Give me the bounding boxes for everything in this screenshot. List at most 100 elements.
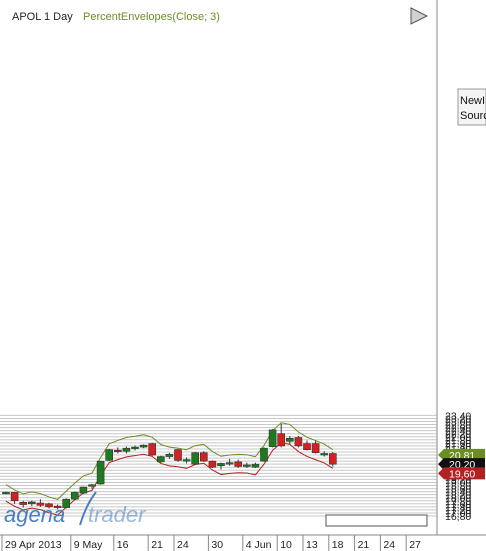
candle [217, 462, 225, 470]
candle [311, 440, 320, 454]
news-tooltip[interactable]: NewI Sourc [457, 88, 486, 126]
time-tick-label: 10 [280, 539, 292, 551]
time-tick-label: 9 May [74, 539, 103, 551]
candle [234, 459, 242, 468]
candle [320, 451, 329, 457]
price-tick-label: 18,80 [445, 481, 471, 493]
candle-body [328, 453, 337, 465]
candle [208, 460, 217, 468]
candle-body [157, 456, 165, 463]
candle [88, 483, 96, 489]
price-tick-label: 18,20 [445, 490, 471, 502]
price-marker-tag [438, 458, 485, 471]
candle-body [36, 502, 45, 506]
price-tick-label: 22,20 [445, 429, 471, 441]
tooltip-line-1: NewI [460, 95, 485, 107]
tooltip-line-2: Sourc [460, 110, 486, 122]
candle [182, 457, 191, 464]
candle [96, 460, 105, 485]
candle [79, 486, 88, 494]
candle [157, 455, 165, 463]
price-tick-label: 17,80 [445, 496, 471, 508]
candle-body [27, 501, 36, 505]
price-tick-label: 22,80 [445, 420, 471, 432]
candle-body [320, 453, 329, 456]
candle [27, 500, 36, 507]
candle-body [88, 484, 96, 487]
candle [105, 448, 113, 462]
price-tick-label: 18,00 [445, 493, 471, 505]
play-arrow-icon [410, 7, 429, 25]
candle-body [53, 505, 62, 508]
candle-body [122, 447, 131, 452]
candle-body [277, 433, 286, 447]
time-tick-label: 29 Apr 2013 [5, 539, 62, 551]
price-tick-label: 22,00 [445, 432, 471, 444]
candle-body [268, 429, 277, 447]
candle-body [208, 460, 217, 468]
candle [19, 500, 28, 508]
price-marker: 19,60 [438, 467, 485, 480]
candle-body [114, 449, 122, 452]
candle [251, 462, 260, 468]
price-tick-label: 17,40 [445, 502, 471, 514]
logo-swoosh-icon [79, 491, 97, 526]
candle [36, 499, 45, 507]
price-tick-label: 22,60 [445, 423, 471, 435]
price-tick-label: 23,00 [445, 417, 471, 429]
candle-body [303, 443, 311, 451]
candle [131, 445, 139, 451]
candle-body [251, 463, 260, 468]
candle [260, 447, 268, 462]
candle [285, 435, 294, 445]
candle [2, 491, 10, 495]
candle-body [19, 501, 28, 505]
upper-envelope-line [5, 422, 334, 500]
panel-toggle-button[interactable] [408, 5, 430, 27]
candle-body [174, 449, 182, 461]
candle [10, 491, 19, 504]
candle [200, 451, 208, 462]
agena-trader-logo: agena trader [4, 491, 147, 527]
time-tick-label: 21 [358, 539, 370, 551]
time-tick-label: 30 [211, 539, 223, 551]
price-tick-label: 16,80 [445, 511, 471, 523]
candle-body [285, 437, 294, 442]
logo-agena: agena [4, 502, 65, 527]
candle-body [260, 447, 268, 462]
status-box[interactable] [325, 514, 428, 527]
candle [243, 462, 251, 468]
candle-body [311, 443, 320, 454]
price-tick-label: 23,20 [445, 413, 471, 425]
price-marker-tag [438, 467, 485, 480]
price-tick-label: 21,80 [445, 435, 471, 447]
time-tick-label: 21 [151, 539, 163, 551]
candle-body [217, 463, 225, 467]
candle-body [62, 498, 71, 508]
symbol-label: APOL 1 Day [12, 11, 73, 23]
candle-body [105, 449, 113, 461]
candle [174, 448, 182, 462]
logo-trader: trader [88, 502, 147, 527]
candle [328, 451, 337, 467]
candle [268, 429, 277, 448]
price-marker-tag [438, 448, 485, 461]
candle [139, 444, 148, 449]
price-tick-label: 21,60 [445, 438, 471, 450]
candle [122, 446, 131, 454]
candle [45, 502, 53, 509]
candle [71, 491, 79, 500]
candlesticks [2, 423, 337, 510]
candle-body [71, 492, 79, 500]
candle-body [148, 443, 156, 456]
price-tick-label: 18,40 [445, 487, 471, 499]
candle-body [45, 503, 53, 508]
candle [114, 447, 122, 454]
price-tick-label: 23,40 [445, 410, 471, 422]
price-tick-label: 22,40 [445, 426, 471, 438]
time-tick-label: 18 [332, 539, 344, 551]
time-tick-label: 24 [177, 539, 189, 551]
time-tick-label: 16 [117, 539, 129, 551]
